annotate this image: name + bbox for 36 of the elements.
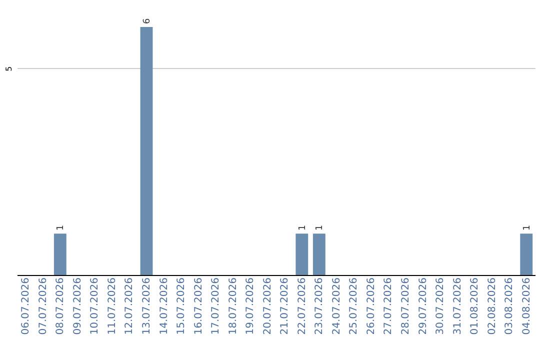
x-tick-label: 31.07.2026 [452, 278, 464, 335]
x-tick-label: 19.07.2026 [245, 278, 256, 335]
x-tick-label: 16.07.2026 [193, 278, 204, 335]
x-tick-label: 26.07.2026 [366, 278, 377, 335]
x-tick-label: 01.08.2026 [470, 278, 481, 335]
x-tick-label: 20.07.2026 [262, 278, 274, 335]
data-label: 1 [56, 224, 66, 231]
x-tick-label: 27.07.2026 [383, 278, 394, 335]
x-tick-label: 12.07.2026 [124, 278, 136, 335]
x-tick-label: 13.07.2026 [142, 278, 152, 335]
data-label: 1 [298, 224, 308, 231]
x-tick-label: 08.07.2026 [55, 278, 66, 335]
y-tick-label: 5 [4, 66, 14, 72]
x-tick-label: 10.07.2026 [90, 278, 101, 335]
x-tick-label: 03.08.2026 [504, 278, 516, 335]
x-tick-label: 14.07.2026 [158, 278, 170, 335]
x-tick-label: 06.07.2026 [20, 278, 32, 335]
x-tick-label: 09.07.2026 [72, 278, 84, 335]
x-tick-label: 23.07.2026 [314, 278, 326, 335]
data-label: 6 [142, 18, 152, 24]
x-tick-label: 29.07.2026 [418, 278, 429, 335]
x-tick-label: 25.07.2026 [348, 278, 360, 335]
x-tick-label: 02.08.2026 [486, 278, 498, 335]
x-tick-label: 21.07.2026 [280, 278, 291, 335]
x-tick-label: 22.07.2026 [296, 278, 308, 335]
x-tick-label: 04.08.2026 [521, 278, 532, 335]
x-tick-label: 07.07.2026 [38, 278, 49, 335]
x-tick-label: 15.07.2026 [176, 278, 188, 335]
x-tick-label: 24.07.2026 [331, 278, 342, 335]
x-tick-label: 28.07.2026 [400, 278, 412, 335]
x-tick-label: 11.07.2026 [106, 278, 118, 335]
x-tick-label: 30.07.2026 [435, 278, 446, 335]
x-tick-label: 17.07.2026 [210, 278, 222, 335]
data-label: 1 [315, 224, 326, 231]
data-label: 1 [522, 224, 532, 231]
x-tick-label: 18.07.2026 [228, 278, 239, 335]
